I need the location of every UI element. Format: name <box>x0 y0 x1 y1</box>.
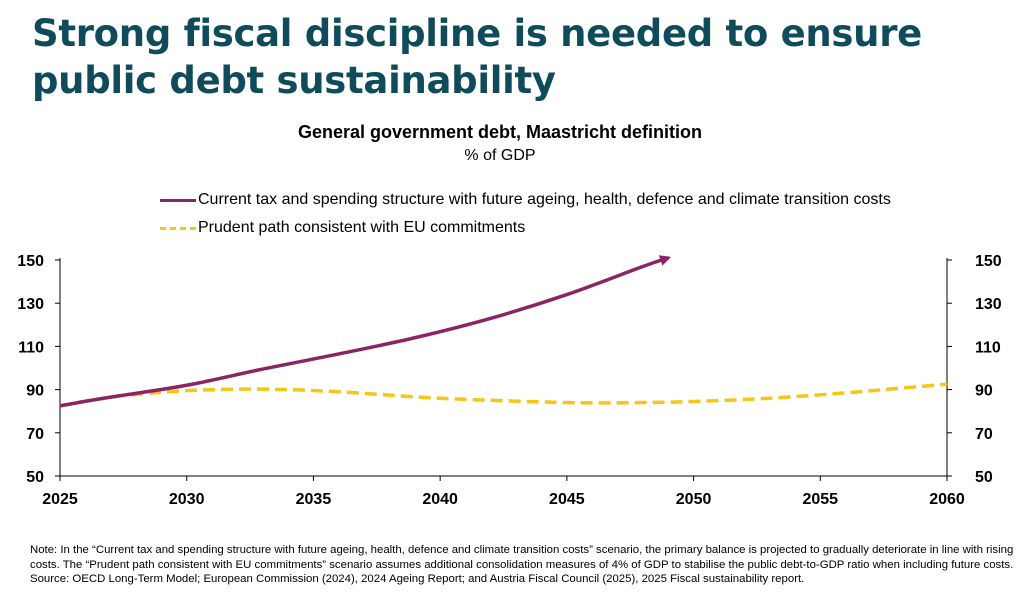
legend-swatch-prudent-path <box>160 226 196 230</box>
x-tick-label: 2035 <box>296 491 332 508</box>
slide-title: Strong fiscal discipline is needed to en… <box>32 12 922 102</box>
series-line-current-structure <box>59 256 669 408</box>
chart-subtitle: % of GDP <box>464 147 536 164</box>
y-tick-label-left: 50 <box>26 469 44 486</box>
y-tick-label-right: 50 <box>975 469 993 486</box>
x-tick-label: 2030 <box>169 491 205 508</box>
legend-label-prudent-path: Prudent path consistent with EU commitme… <box>198 219 526 236</box>
x-tick-label: 2045 <box>549 491 585 508</box>
x-tick-label: 2025 <box>42 491 78 508</box>
series-arrowhead-current-structure <box>658 255 672 266</box>
legend-item-current-structure: Current tax and spending structure with … <box>160 190 891 210</box>
x-tick-label: 2040 <box>422 491 458 508</box>
x-tick-label: 2050 <box>676 491 712 508</box>
chart-title: General government debt, Maastricht defi… <box>297 122 703 142</box>
y-tick-label-left: 70 <box>26 426 44 443</box>
source-text: Source: OECD Long-Term Model; European C… <box>30 573 805 585</box>
y-tick-label-right: 70 <box>975 426 993 443</box>
x-tick-label: 2055 <box>802 491 838 508</box>
debt-line-chart: 50 50 70 70 90 90 110 110 130 130 150 150 2025 2030 20… <box>17 253 1002 508</box>
y-tick-label-left: 90 <box>26 383 44 400</box>
y-tick-label-right: 90 <box>975 383 993 400</box>
legend-label-current-structure: Current tax and spending structure with … <box>198 191 891 208</box>
y-tick-label-left: 110 <box>18 339 44 356</box>
chart-note: Note: In the “Current tax and spending s… <box>30 543 1020 587</box>
y-tick-label-right: 150 <box>975 253 1002 270</box>
y-tick-label-right: 130 <box>975 296 1002 313</box>
y-tick-label-left: 130 <box>17 296 44 313</box>
series-line-prudent-path <box>59 382 948 408</box>
x-tick-label: 2060 <box>929 491 965 508</box>
note-text: Note: In the “Current tax and spending s… <box>30 544 1014 571</box>
y-tick-label-right: 110 <box>975 339 1001 356</box>
legend-item-prudent-path: Prudent path consistent with EU commitme… <box>160 218 525 238</box>
y-tick-label-left: 150 <box>17 253 44 270</box>
legend-swatch-current-structure <box>160 198 196 202</box>
